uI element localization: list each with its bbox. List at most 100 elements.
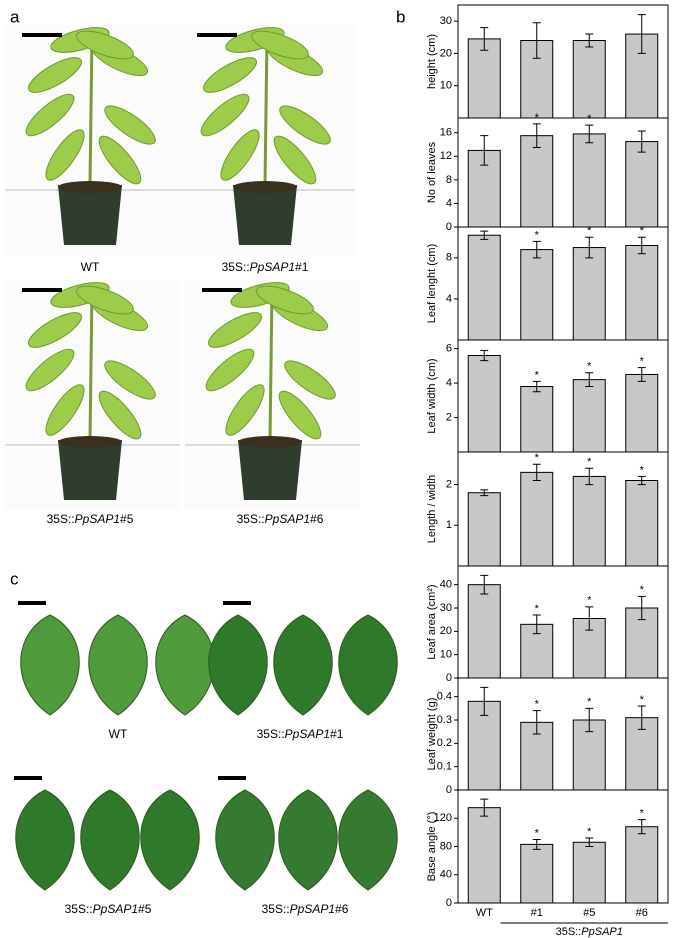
pot [238, 440, 302, 500]
y-axis-label: height (cm) [426, 34, 438, 89]
error-bar [585, 124, 594, 144]
soil [233, 181, 297, 193]
x-tick-label: WT [476, 907, 493, 919]
error-bar [585, 467, 594, 486]
y-tick-label: 0.2 [437, 737, 452, 749]
leaf [203, 57, 257, 93]
y-tick-label: 0 [446, 897, 452, 909]
leaf [76, 285, 134, 315]
significance-star: * [535, 452, 540, 464]
y-tick-label: 20 [440, 625, 452, 637]
pot [58, 440, 122, 500]
leaf-photo [215, 789, 275, 891]
y-tick-label: 40 [440, 869, 452, 881]
error-bar [637, 367, 646, 382]
y-tick-label: 8 [446, 174, 452, 186]
leaf-photo [140, 789, 200, 891]
caption-part: #5 [138, 902, 152, 916]
caption-part: 35S:: [65, 902, 93, 916]
panel-letter: b [396, 7, 405, 26]
soil [58, 181, 122, 193]
error-bar [480, 798, 489, 817]
leaf [28, 312, 82, 348]
y-tick-label: 30 [440, 15, 452, 27]
significance-star: * [640, 355, 645, 367]
y-tick-label: 0.1 [437, 761, 452, 773]
error-bar [532, 463, 541, 481]
bar [625, 373, 659, 453]
caption-gene: PpSAP1 [250, 260, 295, 274]
caption-part: #1 [330, 727, 344, 741]
leaf-photo [338, 614, 398, 716]
stem [268, 289, 274, 441]
error-bar [532, 710, 541, 735]
leaf [45, 384, 85, 436]
bar [572, 379, 606, 453]
significance-star: * [640, 808, 645, 820]
y-axis-label: Length / width [426, 475, 438, 544]
group-gene: PpSAP1 [581, 926, 623, 938]
y-tick-label: 80 [440, 840, 452, 852]
error-bar [532, 838, 541, 850]
leaf [25, 348, 75, 392]
y-axis-label: Leaf width (cm) [426, 358, 438, 433]
error-bar [585, 236, 594, 259]
y-tick-label: 0 [446, 672, 452, 684]
leaf [76, 30, 134, 60]
leaf-photo [15, 789, 75, 891]
error-bar [637, 14, 646, 54]
soil [238, 436, 302, 448]
error-bar [480, 135, 489, 166]
bar [520, 249, 554, 341]
significance-star: * [535, 112, 540, 124]
y-tick-label: 0 [446, 784, 452, 796]
y-tick-label: 16 [440, 127, 452, 139]
y-tick-label: 0.3 [437, 714, 452, 726]
leaf-photo [88, 614, 148, 716]
leaf [256, 285, 314, 315]
x-tick-label: #1 [531, 907, 543, 919]
error-bar [532, 123, 541, 148]
leaf-photo [278, 789, 338, 891]
y-axis-label: Leaf lenght (cm) [426, 244, 438, 323]
bar [467, 584, 501, 679]
y-axis-label: Leaf weight (g) [426, 698, 438, 771]
caption-part: 35S:: [47, 512, 75, 526]
leaf [200, 93, 250, 137]
photo-caption: WT [81, 260, 100, 274]
significance-star: * [535, 699, 540, 711]
caption-part: 35S:: [257, 727, 285, 741]
caption-part: WT [109, 727, 128, 741]
significance-star: * [535, 603, 540, 615]
photo-caption: 35S::PpSAP1#5 [65, 902, 152, 916]
leaf-photo [20, 614, 80, 716]
bar [625, 480, 659, 567]
y-tick-label: 0 [446, 221, 452, 233]
y-tick-label: 4 [446, 377, 452, 389]
bar [467, 807, 501, 904]
leaf-photo [208, 614, 268, 716]
bar [520, 843, 554, 904]
y-tick-label: 1 [446, 519, 452, 531]
error-bar [480, 686, 489, 716]
error-bar [585, 837, 594, 847]
stem [263, 34, 269, 186]
error-bar [637, 819, 646, 835]
x-tick-label: #5 [583, 907, 595, 919]
error-bar [480, 489, 489, 497]
y-tick-label: 12 [440, 150, 452, 162]
leaf [205, 348, 255, 392]
error-bar [480, 574, 489, 595]
leaf-photo [155, 614, 215, 716]
bar [520, 386, 554, 453]
y-axis-label: Leaf area (cm²) [426, 584, 438, 659]
bar [467, 234, 501, 341]
photo-caption: 35S::PpSAP1#5 [47, 512, 134, 526]
caption-part: #6 [335, 902, 349, 916]
y-tick-label: 10 [440, 649, 452, 661]
y-tick-label: 30 [440, 602, 452, 614]
significance-star: * [587, 826, 592, 838]
leaf [273, 135, 317, 185]
caption-gene: PpSAP1 [290, 902, 335, 916]
error-bar [637, 705, 646, 730]
